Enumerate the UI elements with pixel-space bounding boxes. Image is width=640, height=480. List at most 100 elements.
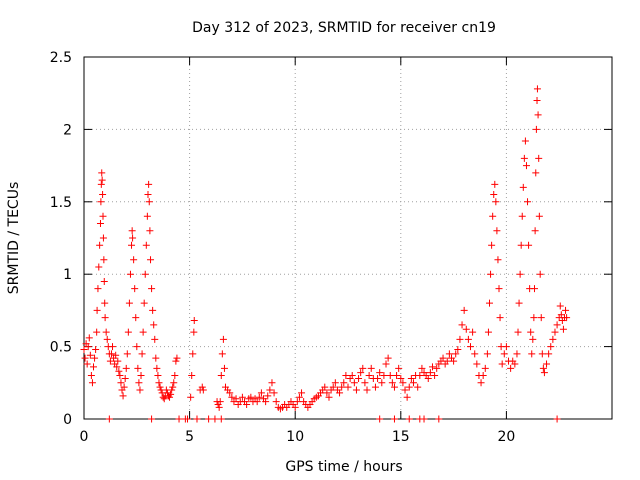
data-point [521,137,529,145]
data-point [98,169,106,177]
data-point [188,372,196,380]
data-point [498,360,506,368]
data-point [507,364,515,372]
data-point [502,343,510,351]
data-point [539,364,547,372]
data-point [553,321,561,329]
data-point [494,256,502,264]
data-point [132,314,140,322]
data-point [355,374,363,382]
data-point [255,393,263,401]
data-point [133,343,141,351]
data-point [352,386,360,394]
data-point [532,125,540,133]
data-point [97,180,105,188]
data-point [420,415,428,423]
data-point [145,180,153,188]
data-point [101,314,109,322]
data-point [409,379,417,387]
data-point [522,162,530,170]
data-point [471,350,479,358]
data-point [348,372,356,380]
data-point [156,383,164,391]
data-point [513,350,521,358]
data-point [216,398,224,406]
data-point [153,364,161,372]
data-point [537,314,545,322]
data-point [490,191,498,199]
data-point [329,383,337,391]
data-point [458,321,466,329]
data-point [266,386,274,394]
data-point [439,354,447,362]
data-point [331,379,339,387]
data-point [543,360,551,368]
data-point [469,328,477,336]
data-point [150,321,158,329]
data-point [414,383,422,391]
data-point [533,96,541,104]
data-point [340,379,348,387]
data-point [556,302,564,310]
data-point [325,393,333,401]
data-point [86,351,94,359]
data-point [450,357,458,365]
data-point [187,393,195,401]
data-point [295,393,303,401]
data-point [85,334,93,342]
data-point [120,383,128,391]
data-point [563,314,571,322]
data-point [399,379,407,387]
data-point [168,386,176,394]
data-point [428,363,436,371]
data-point [519,183,527,191]
data-point [87,372,95,380]
chart-title: Day 312 of 2023, SRMTID for receiver cn1… [192,20,496,36]
data-point [268,379,276,387]
data-point [384,354,392,362]
data-point [531,227,539,235]
data-point [232,395,240,403]
data-point [175,415,183,423]
data-point [128,227,136,235]
data-point [452,350,460,358]
data-point [530,314,538,322]
y-tick-label: 2 [63,122,72,138]
data-point [390,415,398,423]
data-point [97,198,105,206]
data-point [416,372,424,380]
data-point [524,198,532,206]
data-point [530,285,538,293]
data-point [114,357,122,365]
data-point [193,415,201,423]
data-point [135,379,143,387]
data-point [344,383,352,391]
data-point [518,212,526,220]
data-point [272,398,280,406]
data-point [142,241,150,249]
data-point [198,383,206,391]
data-point [359,364,367,372]
data-point [96,220,104,228]
data-point [134,364,142,372]
data-point [149,306,157,314]
data-point [557,311,565,319]
data-point [532,169,540,177]
data-point [119,392,127,400]
data-point [376,369,384,377]
data-point [143,212,151,220]
data-point [116,372,124,380]
data-point [262,398,270,406]
data-point [493,227,501,235]
data-point [549,335,557,343]
data-point [321,383,329,391]
plot-frame [83,56,613,420]
data-point [462,325,470,333]
data-point [535,212,543,220]
data-point [141,270,149,278]
data-point [486,299,494,307]
data-point [378,379,386,387]
data-point [130,256,138,264]
data-point [190,317,198,325]
